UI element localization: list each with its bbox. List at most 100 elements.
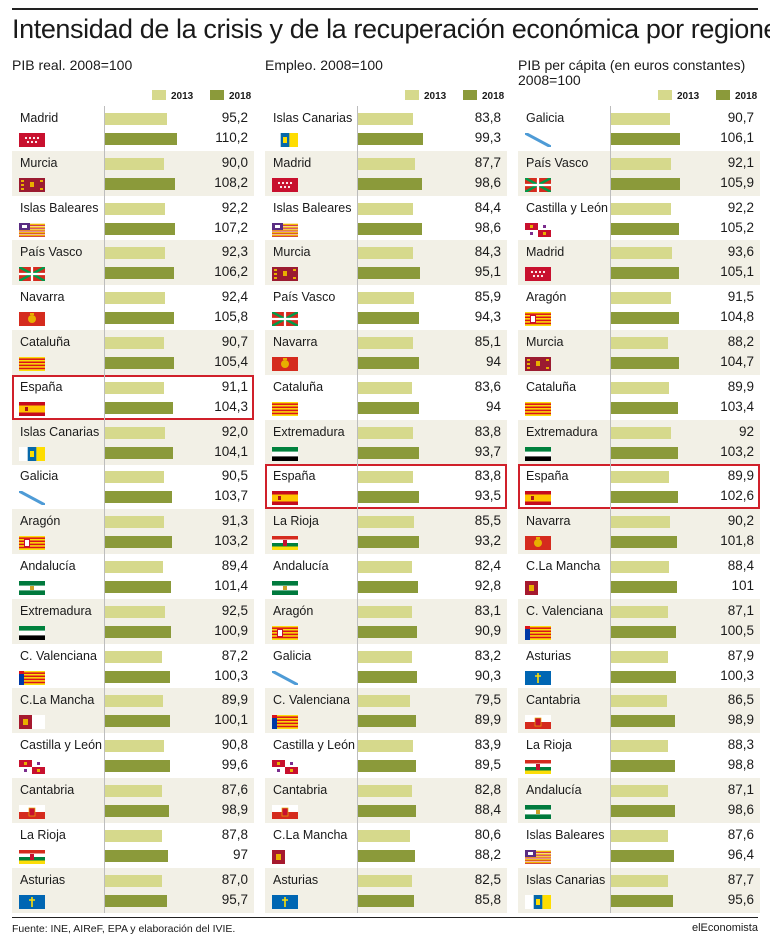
flag-extremadura-icon: [525, 446, 551, 461]
bar-2013: [358, 247, 413, 260]
flag-larioja-icon: [19, 849, 45, 864]
region-row: País Vasco 92,1 105,9: [518, 150, 760, 196]
region-row: Aragón 83,1 90,9: [265, 598, 507, 644]
bar-2018: [105, 581, 171, 593]
region-name: Islas Baleares: [526, 827, 605, 842]
region-row: Castilla y León 90,8 99,6: [12, 733, 254, 779]
legend-label: 2018: [735, 91, 758, 102]
bar-2013: [105, 605, 166, 618]
value-label-2018: 96,4: [727, 846, 754, 862]
region-name: Cataluña: [526, 379, 577, 394]
row-separator: [357, 733, 358, 779]
value-label-2013: 83,8: [474, 110, 501, 125]
region-row: Cataluña 90,7 105,4: [12, 330, 254, 375]
bar-2018: [611, 760, 676, 773]
bar-2018: [105, 267, 174, 280]
region-name: C. Valenciana: [273, 693, 350, 708]
page-title: Intensidad de la crisis y de la recupera…: [12, 14, 770, 44]
region-row: Aragón 91,3 103,2: [12, 509, 254, 555]
value-label-2013: 92,1: [727, 154, 754, 170]
region-name: C. Valenciana: [526, 603, 603, 618]
row-separator: [104, 509, 105, 555]
flag-valenciana-icon: [272, 715, 298, 730]
row-separator: [610, 150, 611, 196]
bar-2013: [105, 695, 164, 708]
region-row: C.La Mancha 89,9 100,1: [12, 688, 254, 734]
value-label-2013: 91,5: [727, 289, 754, 305]
value-label-2018: 95,6: [727, 891, 754, 907]
flag-valenciana-icon: [19, 670, 45, 685]
bar-2013: [105, 157, 164, 170]
panel-title: PIB real. 2008=100: [12, 57, 133, 73]
legend-label: 2018: [482, 91, 505, 102]
bar-2013: [358, 471, 413, 484]
value-label-2018: 108,2: [214, 174, 248, 190]
region-row: Asturias 87,0 95,7: [12, 867, 254, 913]
region-name: Murcia: [526, 335, 564, 349]
value-label-2013: 85,9: [474, 289, 501, 305]
region-row: Extremadura 92 103,2: [518, 419, 760, 465]
region-name: Andalucía: [273, 559, 329, 573]
row-separator: [104, 285, 105, 331]
value-label-2018: 110,2: [215, 130, 248, 145]
bar-2013: [611, 695, 668, 708]
region-row: Galicia 90,5 103,7: [12, 464, 254, 510]
region-name: Islas Canarias: [273, 111, 353, 125]
flag-asturias-icon: [19, 894, 45, 909]
bar-2013: [611, 337, 669, 349]
bar-2018: [358, 581, 419, 593]
region-name: Castilla y León: [526, 200, 608, 215]
value-label-2013: 87,7: [474, 154, 501, 170]
flag-castillaleon-icon: [272, 760, 298, 775]
region-row: Islas Baleares 92,2 107,2: [12, 195, 254, 241]
bar-2013: [358, 202, 413, 215]
bar-2013: [358, 337, 414, 349]
bar-2013: [105, 829, 163, 842]
bar-2013: [358, 785, 412, 797]
bar-2018: [358, 670, 417, 683]
value-label-2018: 89,9: [474, 712, 501, 728]
value-label-2013: 89,9: [221, 692, 248, 708]
bar-2013: [358, 561, 412, 573]
row-separator: [104, 643, 105, 689]
bar-2013: [105, 650, 162, 663]
region-row: Islas Canarias 92,0 104,1: [12, 419, 254, 465]
region-row: Murcia 84,3 95,1: [265, 240, 507, 286]
region-row: Navarra 92,4 105,8: [12, 285, 254, 331]
region-row: Galicia 83,2 90,3: [265, 643, 507, 689]
bar-2018: [105, 133, 177, 145]
value-label-2013: 92,4: [221, 289, 248, 305]
row-separator: [610, 733, 611, 779]
bar-2013: [611, 561, 669, 573]
bar-2013: [611, 157, 671, 170]
flag-extremadura-icon: [19, 625, 45, 640]
flag-paisvasco-icon: [272, 312, 298, 327]
bar-2013: [358, 695, 410, 708]
region-row: Islas Baleares 84,4 98,6: [265, 195, 507, 241]
value-label-2018: 105,2: [720, 219, 754, 235]
bar-2018: [358, 760, 417, 773]
value-label-2013: 88,3: [727, 737, 754, 753]
flag-larioja-icon: [272, 536, 298, 551]
bar-2013: [611, 874, 668, 887]
value-label-2018: 92,8: [474, 578, 501, 593]
bar-2018: [358, 312, 420, 325]
region-row: Navarra 90,2 101,8: [518, 509, 760, 555]
bar-2018: [358, 177, 423, 190]
value-label-2013: 93,6: [727, 244, 754, 260]
value-label-2013: 83,8: [474, 468, 501, 484]
flag-lamancha-icon: [19, 715, 45, 730]
row-separator: [104, 688, 105, 734]
legend-label: 2013: [677, 91, 700, 102]
region-row: Murcia 88,2 104,7: [518, 330, 760, 375]
value-label-2018: 100,3: [720, 667, 754, 683]
value-label-2013: 85,1: [474, 334, 501, 349]
bar-2018: [358, 401, 420, 414]
bar-2018: [611, 491, 678, 504]
region-row: C.La Mancha 88,4 101: [518, 554, 760, 599]
row-separator: [610, 822, 611, 868]
region-row: Cantabria 87,6 98,9: [12, 778, 254, 823]
region-name: C.La Mancha: [273, 827, 348, 842]
bar-2013: [358, 516, 414, 529]
flag-aragon-icon: [19, 536, 45, 551]
